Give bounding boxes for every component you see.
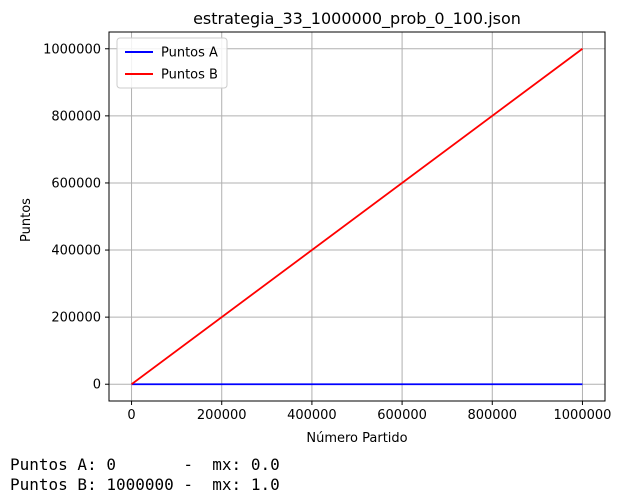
y-tick-label: 600000 bbox=[51, 176, 101, 191]
chart-title: estrategia_33_1000000_prob_0_100.json bbox=[193, 9, 521, 29]
y-tick-label: 0 bbox=[93, 378, 101, 393]
legend-box bbox=[116, 37, 228, 89]
footer-stats-b: Puntos B: 1000000 - mx: 1.0 bbox=[10, 475, 280, 494]
x-axis-label: Número Partido bbox=[306, 431, 407, 446]
y-tick-label: 1000000 bbox=[43, 42, 101, 57]
plot-area bbox=[108, 31, 606, 402]
y-axis-label: Puntos bbox=[19, 198, 34, 242]
y-tick-label: 800000 bbox=[51, 109, 101, 124]
series-lines bbox=[131, 48, 583, 386]
series-line-puntos-b bbox=[131, 48, 583, 385]
x-tick-label: 1000000 bbox=[554, 408, 612, 423]
x-tick-label: 200000 bbox=[197, 408, 247, 423]
legend-label: Puntos A bbox=[161, 46, 218, 61]
x-tick-label: 400000 bbox=[287, 408, 337, 423]
chart: 0 200000 400000 600000 800000 1000000 0 200000 4… bbox=[19, 9, 611, 446]
legend-label: Puntos B bbox=[161, 68, 218, 83]
x-tick-label: 0 bbox=[127, 408, 135, 423]
footer-stats-a: Puntos A: 0 - mx: 0.0 bbox=[10, 455, 280, 474]
axis-ticks: 0 200000 400000 600000 800000 1000000 0 200000 4… bbox=[43, 42, 611, 423]
y-tick-label: 200000 bbox=[51, 311, 101, 326]
legend: Puntos A Puntos B bbox=[116, 37, 228, 89]
y-tick-label: 400000 bbox=[51, 244, 101, 259]
x-tick-label: 600000 bbox=[377, 408, 427, 423]
x-tick-label: 800000 bbox=[467, 408, 517, 423]
